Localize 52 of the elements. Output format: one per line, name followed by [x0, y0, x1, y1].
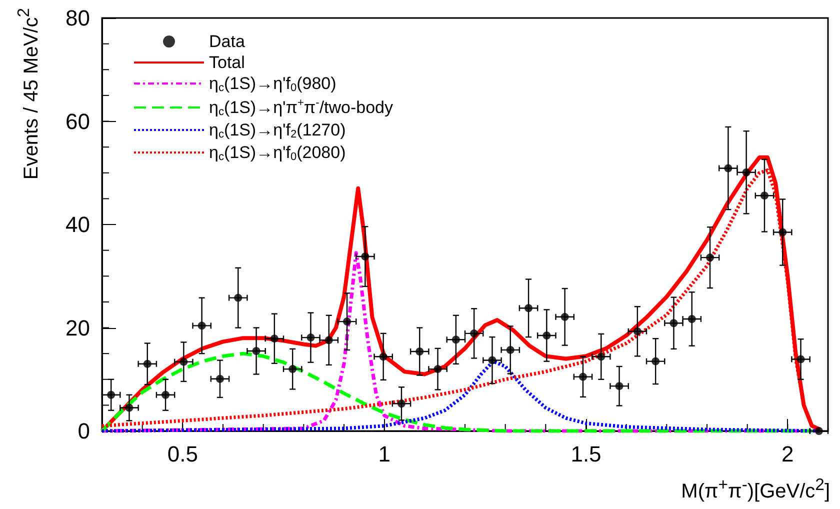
point: [180, 358, 188, 366]
point: [379, 352, 388, 361]
point: [434, 365, 442, 374]
point: [306, 334, 315, 342]
point: [198, 322, 206, 330]
x-tick-label: 1.5: [570, 442, 602, 466]
point: [288, 365, 297, 374]
point: [397, 400, 406, 408]
point: [488, 356, 496, 364]
point: [814, 427, 823, 435]
y-tick-label: 20: [66, 315, 90, 340]
point: [560, 312, 569, 321]
y-tick-label: 0: [78, 418, 90, 444]
point: [615, 382, 624, 390]
point: [343, 318, 352, 326]
point: [670, 319, 678, 328]
point: [506, 346, 514, 354]
y-tick-label: 60: [66, 108, 90, 134]
point: [633, 327, 642, 336]
point: [524, 304, 533, 312]
point: [742, 168, 750, 176]
point: [724, 164, 732, 172]
x-tick-label: 0.5: [167, 442, 198, 466]
point: [216, 374, 224, 383]
point: [416, 348, 424, 356]
point: [597, 352, 606, 361]
point: [760, 192, 768, 200]
point: [706, 254, 714, 262]
x-axis-title: M(π$^{+}$π$^{-}$)[GeV/c$^{2}$]: [681, 474, 830, 503]
point: [796, 355, 805, 364]
point: [688, 314, 696, 323]
point: [162, 390, 170, 399]
x-tick-label: 1: [378, 442, 390, 466]
y-tick-label: 40: [66, 212, 90, 237]
point: [452, 336, 460, 344]
point: [143, 360, 152, 368]
legend-label: Data: [209, 32, 246, 51]
point: [234, 294, 242, 302]
point: [652, 357, 660, 366]
point: [107, 390, 116, 399]
y-tick-label: 80: [66, 6, 90, 30]
point: [542, 331, 551, 340]
point: [578, 372, 587, 381]
point: [270, 334, 278, 343]
x-tick-label: 2: [782, 442, 794, 466]
point: [125, 404, 134, 412]
point: [778, 228, 787, 236]
legend-label: Total: [209, 53, 245, 72]
point: [252, 346, 260, 355]
point: [324, 336, 333, 344]
point: [361, 252, 370, 261]
point: [470, 329, 478, 338]
